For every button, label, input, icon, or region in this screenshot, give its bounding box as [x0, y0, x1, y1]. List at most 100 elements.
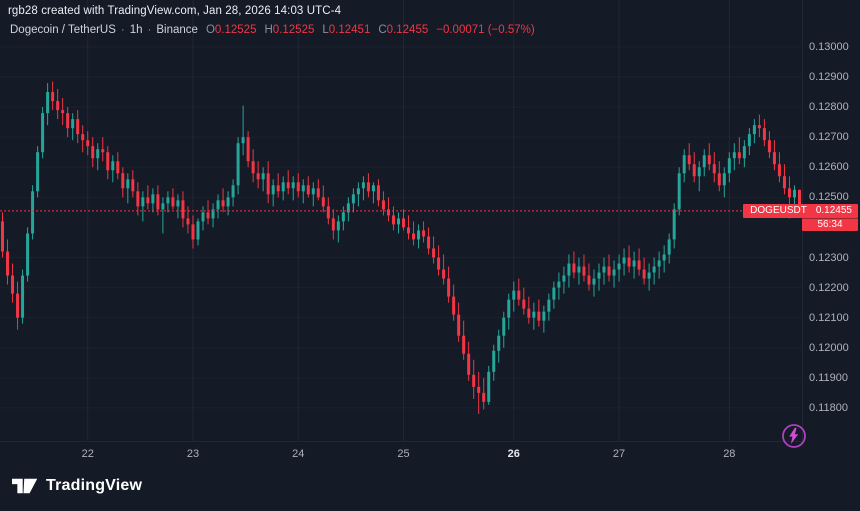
- candle-body: [612, 269, 616, 276]
- candle-body: [412, 233, 416, 240]
- candle-body: [21, 275, 25, 318]
- candle-body: [56, 101, 60, 111]
- price-axis[interactable]: 0.13000 0.12900 0.12800 0.12700 0.12600 0.125…: [802, 0, 860, 441]
- candle-body: [597, 272, 601, 279]
- candlestick-pane[interactable]: [0, 0, 802, 441]
- symbol-description[interactable]: Dogecoin / TetherUS: [10, 24, 116, 36]
- candle-body: [782, 176, 786, 189]
- candle: [617, 254, 621, 282]
- candle-body: [602, 266, 606, 273]
- exchange-name[interactable]: Binance: [156, 24, 198, 36]
- candle: [457, 302, 461, 342]
- candle-body: [592, 278, 596, 285]
- flash-boost-button[interactable]: [781, 423, 807, 449]
- candle: [552, 281, 556, 309]
- candle-body: [442, 269, 446, 279]
- candle: [717, 161, 721, 192]
- candle-body: [712, 164, 716, 174]
- candle: [587, 263, 591, 291]
- candle-body: [647, 272, 651, 279]
- candle: [662, 245, 666, 273]
- candle: [697, 161, 701, 192]
- candle: [462, 320, 466, 360]
- candle: [121, 167, 125, 198]
- candle-body: [66, 113, 70, 129]
- candle-body: [96, 149, 100, 159]
- candle: [542, 305, 546, 333]
- candle-body: [191, 224, 195, 240]
- time-axis[interactable]: 22 23 24 25 26 27 28: [0, 441, 802, 468]
- candle-body: [472, 374, 476, 387]
- candle: [116, 152, 120, 180]
- candle-body: [381, 200, 385, 210]
- candle: [537, 299, 541, 327]
- candle: [497, 329, 501, 363]
- candle: [502, 311, 506, 348]
- candle-body: [657, 260, 661, 267]
- candle-body: [221, 200, 225, 207]
- candle: [241, 105, 245, 156]
- candle-body: [396, 218, 400, 225]
- time-axis-label: 26: [507, 448, 520, 460]
- tradingview-logo-text: TradingView: [46, 477, 143, 494]
- candle-body: [121, 173, 125, 189]
- tradingview-logo[interactable]: TradingView: [12, 476, 142, 496]
- candle: [186, 206, 190, 234]
- bar-countdown: 56:34: [802, 217, 858, 231]
- candle: [36, 146, 40, 198]
- candle: [11, 263, 15, 303]
- candle: [251, 149, 255, 183]
- candle: [707, 143, 711, 171]
- candle-body: [1, 221, 5, 252]
- candle: [672, 203, 676, 249]
- candle: [51, 81, 55, 111]
- candle-body: [727, 158, 731, 174]
- candle: [687, 143, 691, 171]
- candle: [762, 119, 766, 147]
- candle: [782, 164, 786, 195]
- candle: [111, 155, 115, 183]
- ohlc-high: H0.12525: [264, 24, 315, 36]
- candle: [316, 179, 320, 201]
- candle-body: [787, 188, 791, 198]
- candle: [256, 161, 260, 189]
- candle-body: [126, 179, 130, 189]
- candle: [261, 167, 265, 192]
- price-axis-label: 0.11900: [809, 371, 848, 384]
- price-axis-label: 0.12600: [809, 161, 849, 174]
- candle-body: [81, 134, 85, 141]
- price-axis-label: 0.12900: [809, 71, 849, 83]
- price-axis-label: 0.13000: [809, 40, 849, 53]
- candle-body: [6, 251, 10, 276]
- candle: [181, 191, 185, 228]
- candle: [747, 128, 751, 156]
- price-axis-label: 0.12700: [809, 131, 849, 144]
- candle: [667, 233, 671, 264]
- chart-legend[interactable]: Dogecoin / TetherUS · 1h · Binance O0.12…: [10, 24, 535, 36]
- candle: [346, 197, 350, 222]
- candle-body: [261, 173, 265, 180]
- candle-body: [617, 263, 621, 270]
- candle-body: [662, 254, 666, 261]
- price-label-symbol: DOGEUSDT: [750, 204, 807, 216]
- candle-body: [216, 200, 220, 210]
- candle: [356, 182, 360, 207]
- candle-body: [477, 386, 481, 393]
- candle: [622, 248, 626, 276]
- candle-body: [281, 182, 285, 192]
- candle: [657, 251, 661, 279]
- candle-body: [557, 281, 561, 288]
- candle: [492, 344, 496, 381]
- candle: [56, 89, 60, 120]
- candle-body: [437, 257, 441, 270]
- candle-body: [722, 173, 726, 186]
- candle: [637, 248, 641, 276]
- price-axis-label: 0.12000: [809, 341, 849, 354]
- time-axis-label: 24: [292, 448, 305, 460]
- interval-value[interactable]: 1h: [129, 24, 143, 36]
- candle: [1, 212, 5, 258]
- candle: [291, 176, 295, 201]
- candle-body: [642, 269, 646, 279]
- candle-body: [682, 155, 686, 174]
